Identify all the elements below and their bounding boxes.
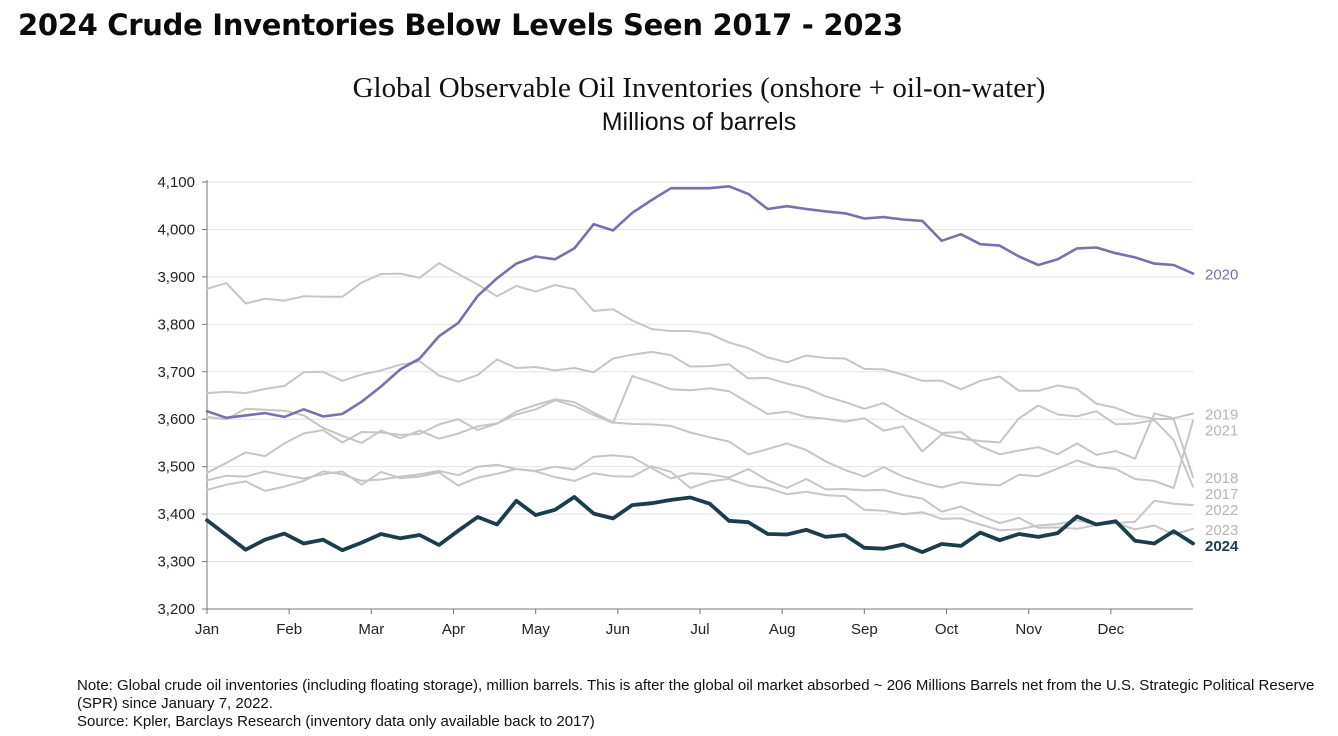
series-label-2018: 2018 [1205,470,1238,487]
x-tick-label: Feb [276,621,302,638]
x-tick-label: Nov [1015,621,1042,638]
y-tick-label: 3,900 [157,269,195,286]
series-line-2017 [206,375,1194,488]
x-tick-label: Aug [769,621,796,638]
y-tick-label: 3,800 [157,316,195,333]
x-tick-label: May [521,621,550,638]
note-text: Note: Global crude oil inventories (incl… [77,677,1315,712]
series-line-2018 [206,262,1194,479]
x-tick-label: Jul [690,621,709,638]
x-tick-label: Dec [1097,621,1124,638]
x-tick-label: Sep [851,621,878,638]
series-label-2021: 2021 [1205,423,1238,440]
series-line-2019 [206,350,1194,460]
x-tick-label: Jun [606,621,630,638]
series-line-2023 [206,454,1194,536]
y-tick-label: 4,000 [157,221,195,238]
y-tick-label: 3,600 [157,411,195,428]
x-tick-label: Mar [358,621,384,638]
chart-subtitle: Millions of barrels [601,108,797,136]
series-label-2022: 2022 [1205,502,1238,519]
series-line-2021 [206,398,1194,489]
series-line-2020 [205,185,1195,420]
series-label-2024: 2024 [1205,538,1239,555]
source-text: Source: Kpler, Barclays Research (invent… [77,713,595,730]
x-tick-label: Apr [442,621,465,638]
series-label-2017: 2017 [1205,486,1238,503]
series-label-2019: 2019 [1205,407,1238,424]
page-headline: 2024 Crude Inventories Below Levels Seen… [18,8,903,42]
y-tick-label: 3,300 [157,554,195,571]
footnotes: Note: Global crude oil inventories (incl… [77,677,1317,731]
series-line-2024 [205,495,1195,554]
series-lines [205,185,1195,554]
x-tick-label: Oct [935,621,959,638]
series-line-2022 [206,465,1194,532]
x-tick-label: Jan [195,621,219,638]
series-label-2020: 2020 [1205,267,1238,284]
series-label-2023: 2023 [1205,522,1238,539]
y-tick-label: 4,100 [157,174,195,191]
gridlines [207,181,1193,563]
y-tick-label: 3,700 [157,364,195,381]
y-tick-label: 3,500 [157,459,195,476]
axes: 3,200 3,300 3,400 3,500 3,600 3,700 3,800 3,900… [157,174,1193,638]
y-tick-label: 3,400 [157,506,195,523]
chart-title: Global Observable Oil Inventories (onsho… [352,72,1046,104]
y-tick-label: 3,200 [157,601,195,618]
